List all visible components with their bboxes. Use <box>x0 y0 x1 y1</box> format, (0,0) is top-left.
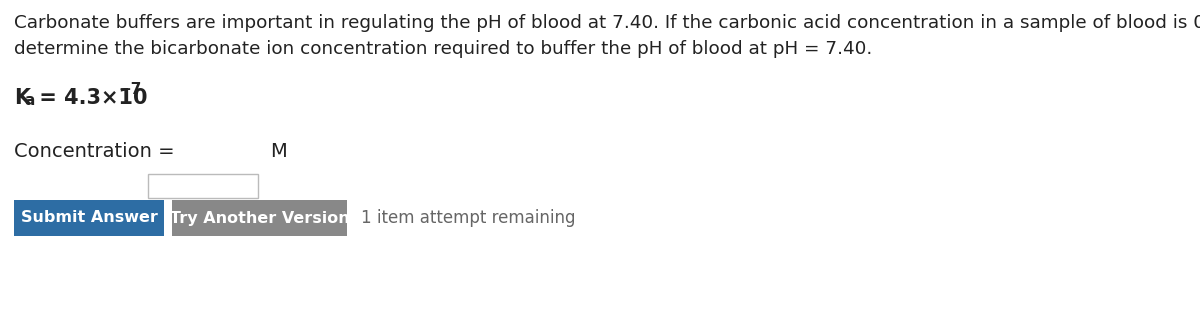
Text: Concentration =: Concentration = <box>14 142 181 161</box>
Text: −7: −7 <box>118 82 142 97</box>
Text: K: K <box>14 88 30 108</box>
Text: determine the bicarbonate ion concentration required to buffer the pH of blood a: determine the bicarbonate ion concentrat… <box>14 40 872 58</box>
Text: a: a <box>24 93 35 108</box>
FancyBboxPatch shape <box>172 200 347 236</box>
FancyBboxPatch shape <box>14 200 164 236</box>
Text: 1 item attempt remaining: 1 item attempt remaining <box>361 209 576 227</box>
Text: = 4.3×10: = 4.3×10 <box>32 88 148 108</box>
FancyBboxPatch shape <box>148 174 258 198</box>
Text: Try Another Version: Try Another Version <box>169 211 349 225</box>
Text: Carbonate buffers are important in regulating the pH of blood at 7.40. If the ca: Carbonate buffers are important in regul… <box>14 14 1200 32</box>
Text: M: M <box>270 142 287 161</box>
Text: Submit Answer: Submit Answer <box>20 211 157 225</box>
